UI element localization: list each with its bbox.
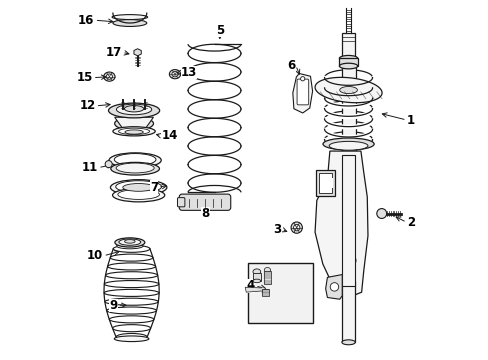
Ellipse shape bbox=[112, 189, 164, 202]
Ellipse shape bbox=[114, 153, 156, 166]
Polygon shape bbox=[314, 77, 381, 103]
Bar bbox=[342, 280, 354, 342]
Text: 5: 5 bbox=[215, 23, 224, 37]
Polygon shape bbox=[244, 287, 264, 292]
Ellipse shape bbox=[339, 63, 357, 69]
Ellipse shape bbox=[107, 263, 155, 270]
Polygon shape bbox=[262, 288, 264, 291]
Polygon shape bbox=[292, 73, 312, 113]
Ellipse shape bbox=[118, 189, 159, 199]
Text: 15: 15 bbox=[76, 71, 93, 84]
Text: 8: 8 bbox=[201, 207, 209, 220]
Circle shape bbox=[344, 255, 355, 266]
Ellipse shape bbox=[114, 117, 153, 130]
FancyBboxPatch shape bbox=[318, 173, 331, 193]
Ellipse shape bbox=[124, 240, 135, 243]
Circle shape bbox=[345, 180, 355, 189]
Ellipse shape bbox=[115, 238, 144, 247]
Text: 11: 11 bbox=[81, 161, 98, 174]
Text: 1: 1 bbox=[406, 113, 414, 126]
Text: 7: 7 bbox=[150, 181, 158, 194]
Bar bbox=[339, 58, 357, 66]
Ellipse shape bbox=[104, 280, 159, 288]
Ellipse shape bbox=[110, 254, 153, 261]
Text: 12: 12 bbox=[79, 99, 96, 112]
Ellipse shape bbox=[171, 72, 178, 77]
Circle shape bbox=[376, 208, 386, 219]
Ellipse shape bbox=[113, 127, 155, 136]
Polygon shape bbox=[314, 151, 367, 297]
Ellipse shape bbox=[109, 316, 154, 323]
FancyBboxPatch shape bbox=[177, 198, 184, 207]
Ellipse shape bbox=[105, 272, 157, 279]
Ellipse shape bbox=[116, 243, 143, 249]
Ellipse shape bbox=[124, 105, 143, 112]
Ellipse shape bbox=[108, 103, 159, 118]
Bar bbox=[264, 271, 270, 284]
Ellipse shape bbox=[112, 325, 150, 332]
FancyBboxPatch shape bbox=[315, 171, 334, 196]
Ellipse shape bbox=[119, 239, 141, 245]
Ellipse shape bbox=[124, 130, 143, 134]
Ellipse shape bbox=[104, 298, 158, 305]
Text: 14: 14 bbox=[161, 129, 178, 143]
Ellipse shape bbox=[252, 269, 260, 275]
Ellipse shape bbox=[106, 74, 112, 79]
Ellipse shape bbox=[111, 162, 159, 175]
Polygon shape bbox=[134, 49, 141, 56]
Ellipse shape bbox=[262, 289, 269, 294]
Text: 9: 9 bbox=[109, 299, 117, 312]
Ellipse shape bbox=[116, 181, 161, 193]
Text: 16: 16 bbox=[78, 14, 94, 27]
Bar bbox=[341, 66, 355, 152]
FancyBboxPatch shape bbox=[296, 79, 308, 105]
Ellipse shape bbox=[341, 340, 355, 345]
Ellipse shape bbox=[113, 19, 146, 27]
Bar bbox=[325, 177, 332, 188]
Text: 13: 13 bbox=[181, 66, 197, 79]
Ellipse shape bbox=[113, 245, 150, 252]
Ellipse shape bbox=[323, 138, 373, 150]
Text: 17: 17 bbox=[105, 46, 122, 59]
Polygon shape bbox=[325, 275, 342, 299]
Ellipse shape bbox=[252, 279, 260, 283]
Ellipse shape bbox=[110, 180, 166, 195]
Ellipse shape bbox=[106, 307, 156, 314]
Ellipse shape bbox=[109, 153, 161, 168]
Ellipse shape bbox=[116, 104, 151, 115]
Ellipse shape bbox=[114, 336, 148, 342]
Ellipse shape bbox=[104, 289, 159, 296]
Ellipse shape bbox=[290, 222, 302, 233]
Bar bbox=[342, 154, 354, 286]
Ellipse shape bbox=[116, 163, 154, 173]
Bar bbox=[252, 273, 260, 281]
Ellipse shape bbox=[103, 72, 115, 81]
Text: 3: 3 bbox=[273, 223, 281, 236]
Ellipse shape bbox=[116, 333, 147, 341]
Ellipse shape bbox=[328, 141, 367, 150]
Bar bbox=[262, 289, 269, 296]
Ellipse shape bbox=[112, 15, 147, 19]
Ellipse shape bbox=[339, 55, 357, 61]
Text: 4: 4 bbox=[246, 279, 255, 292]
Circle shape bbox=[329, 283, 338, 291]
Ellipse shape bbox=[122, 184, 154, 191]
Bar bbox=[342, 32, 354, 58]
Polygon shape bbox=[114, 117, 153, 134]
Polygon shape bbox=[339, 86, 357, 94]
Text: 6: 6 bbox=[287, 59, 295, 72]
Circle shape bbox=[105, 161, 112, 168]
Text: 10: 10 bbox=[87, 249, 103, 262]
Text: 2: 2 bbox=[406, 216, 414, 229]
Circle shape bbox=[345, 222, 355, 232]
Bar bbox=[247, 263, 313, 323]
Ellipse shape bbox=[293, 224, 299, 231]
Ellipse shape bbox=[264, 267, 270, 273]
Ellipse shape bbox=[118, 128, 149, 135]
Circle shape bbox=[300, 77, 304, 81]
FancyBboxPatch shape bbox=[179, 194, 230, 210]
Ellipse shape bbox=[169, 69, 180, 79]
